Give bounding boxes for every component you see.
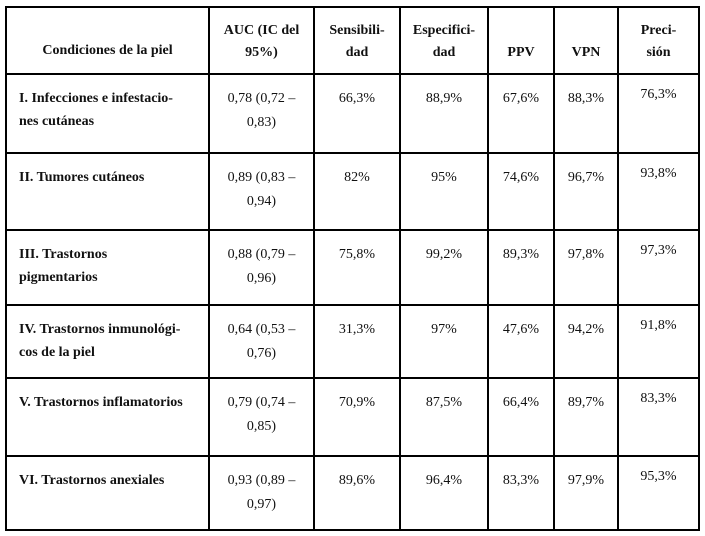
text-line: PPV <box>507 45 535 60</box>
cell-precision: 91,8% <box>617 304 700 379</box>
cell-auc: 0,93 (0,89 – 0,97) <box>208 455 315 531</box>
cell-ppv: 74,6% <box>487 152 555 231</box>
text-line: II. Tumores cutáneos <box>19 170 145 185</box>
cell-sensitivity: 89,6% <box>313 455 401 531</box>
cell-condition: III. Trastornos pigmentarios <box>5 229 210 306</box>
cell-specificity: 96,4% <box>399 455 489 531</box>
text-line: Sensibili- <box>329 23 385 38</box>
table-row: VI. Trastornos anexiales 0,93 (0,89 –0,9… <box>5 455 700 531</box>
header-ppv: PPV <box>487 6 555 75</box>
cell-auc: 0,64 (0,53 – 0,76) <box>208 304 315 379</box>
text-line: I. Infecciones e infestacio- <box>19 91 173 106</box>
cell-sensitivity: 82% <box>313 152 401 231</box>
text-line: AUC (IC del <box>223 23 300 38</box>
cell-vpn: 97,8% <box>553 229 619 306</box>
cell-condition: VI. Trastornos anexiales <box>5 455 210 531</box>
cell-auc: 0,88 (0,79 – 0,96) <box>208 229 315 306</box>
header-specificity: Especifici-dad <box>399 6 489 75</box>
cell-sensitivity: 75,8% <box>313 229 401 306</box>
cell-auc: 0,78 (0,72 – 0,83) <box>208 73 315 154</box>
cell-condition: V. Trastornos inflamatorios <box>5 377 210 457</box>
cell-precision: 76,3% <box>617 73 700 154</box>
header-vpn: VPN <box>553 6 619 75</box>
header-condition: Condiciones de la piel <box>5 6 210 75</box>
cell-specificity: 97% <box>399 304 489 379</box>
cell-ppv: 67,6% <box>487 73 555 154</box>
header-sensitivity: Sensibili-dad <box>313 6 401 75</box>
cell-precision: 97,3% <box>617 229 700 306</box>
cell-sensitivity: 66,3% <box>313 73 401 154</box>
table-header-row: Condiciones de la piel AUC (IC del 95%) S… <box>5 6 700 75</box>
cell-precision: 93,8% <box>617 152 700 231</box>
text-line: 0,64 (0,53 – <box>227 322 296 337</box>
cell-vpn: 96,7% <box>553 152 619 231</box>
cell-condition: I. Infecciones e infestacio-nes cutáneas <box>5 73 210 154</box>
table-row: I. Infecciones e infestacio-nes cutáneas… <box>5 73 700 154</box>
cell-specificity: 88,9% <box>399 73 489 154</box>
cell-auc: 0,89 (0,83 – 0,94) <box>208 152 315 231</box>
cell-condition: IV. Trastornos inmunológi-cos de la piel <box>5 304 210 379</box>
text-line: cos de la piel <box>19 345 95 360</box>
cell-precision: 95,3% <box>617 455 700 531</box>
text-line: sión <box>646 45 671 60</box>
cell-vpn: 97,9% <box>553 455 619 531</box>
header-auc: AUC (IC del 95%) <box>208 6 315 75</box>
text-line: pigmentarios <box>19 270 98 285</box>
text-line: VPN <box>571 45 601 60</box>
cell-specificity: 95% <box>399 152 489 231</box>
text-line: VI. Trastornos anexiales <box>19 473 165 488</box>
cell-ppv: 47,6% <box>487 304 555 379</box>
cell-specificity: 87,5% <box>399 377 489 457</box>
text-line: 95%) <box>245 45 278 60</box>
cell-sensitivity: 31,3% <box>313 304 401 379</box>
table-row: IV. Trastornos inmunológi-cos de la piel… <box>5 304 700 379</box>
table-row: III. Trastornos pigmentarios 0,88 (0,79 –… <box>5 229 700 306</box>
text-line: 0,83) <box>246 115 277 130</box>
text-line: 0,78 (0,72 – <box>227 91 296 106</box>
text-line: III. Trastornos <box>19 247 108 262</box>
text-line: 0,97) <box>246 497 277 512</box>
text-line: 0,76) <box>246 346 277 361</box>
cell-sensitivity: 70,9% <box>313 377 401 457</box>
table-row: II. Tumores cutáneos 0,89 (0,83 – 0,94) 8… <box>5 152 700 231</box>
cell-vpn: 88,3% <box>553 73 619 154</box>
cell-ppv: 66,4% <box>487 377 555 457</box>
text-line: IV. Trastornos inmunológi- <box>19 322 181 337</box>
cell-auc: 0,79 (0,74 – 0,85) <box>208 377 315 457</box>
text-line: 0,88 (0,79 – <box>227 247 296 262</box>
text-line: Preci- <box>640 23 677 38</box>
text-line: 0,89 (0,83 – <box>227 170 296 185</box>
skin-conditions-metrics-table: Condiciones de la piel AUC (IC del 95%) S… <box>5 6 700 531</box>
cell-precision: 83,3% <box>617 377 700 457</box>
cell-vpn: 94,2% <box>553 304 619 379</box>
cell-specificity: 99,2% <box>399 229 489 306</box>
text-line: V. Trastornos inflamatorios <box>19 395 183 410</box>
text-line: dad <box>345 45 369 60</box>
cell-vpn: 89,7% <box>553 377 619 457</box>
text-line: Especifici- <box>412 23 476 38</box>
text-line: 0,96) <box>246 271 277 286</box>
table-row: V. Trastornos inflamatorios 0,79 (0,74 –… <box>5 377 700 457</box>
cell-ppv: 83,3% <box>487 455 555 531</box>
cell-condition: II. Tumores cutáneos <box>5 152 210 231</box>
cell-ppv: 89,3% <box>487 229 555 306</box>
text-line: 0,93 (0,89 – <box>227 473 296 488</box>
text-line: nes cutáneas <box>19 114 95 129</box>
text-line: 0,94) <box>246 194 277 209</box>
text-line: dad <box>432 45 456 60</box>
text-line: Condiciones de la piel <box>42 43 173 58</box>
header-precision: Preci-sión <box>617 6 700 75</box>
text-line: 0,79 (0,74 – <box>227 395 296 410</box>
text-line: 0,85) <box>246 419 277 434</box>
